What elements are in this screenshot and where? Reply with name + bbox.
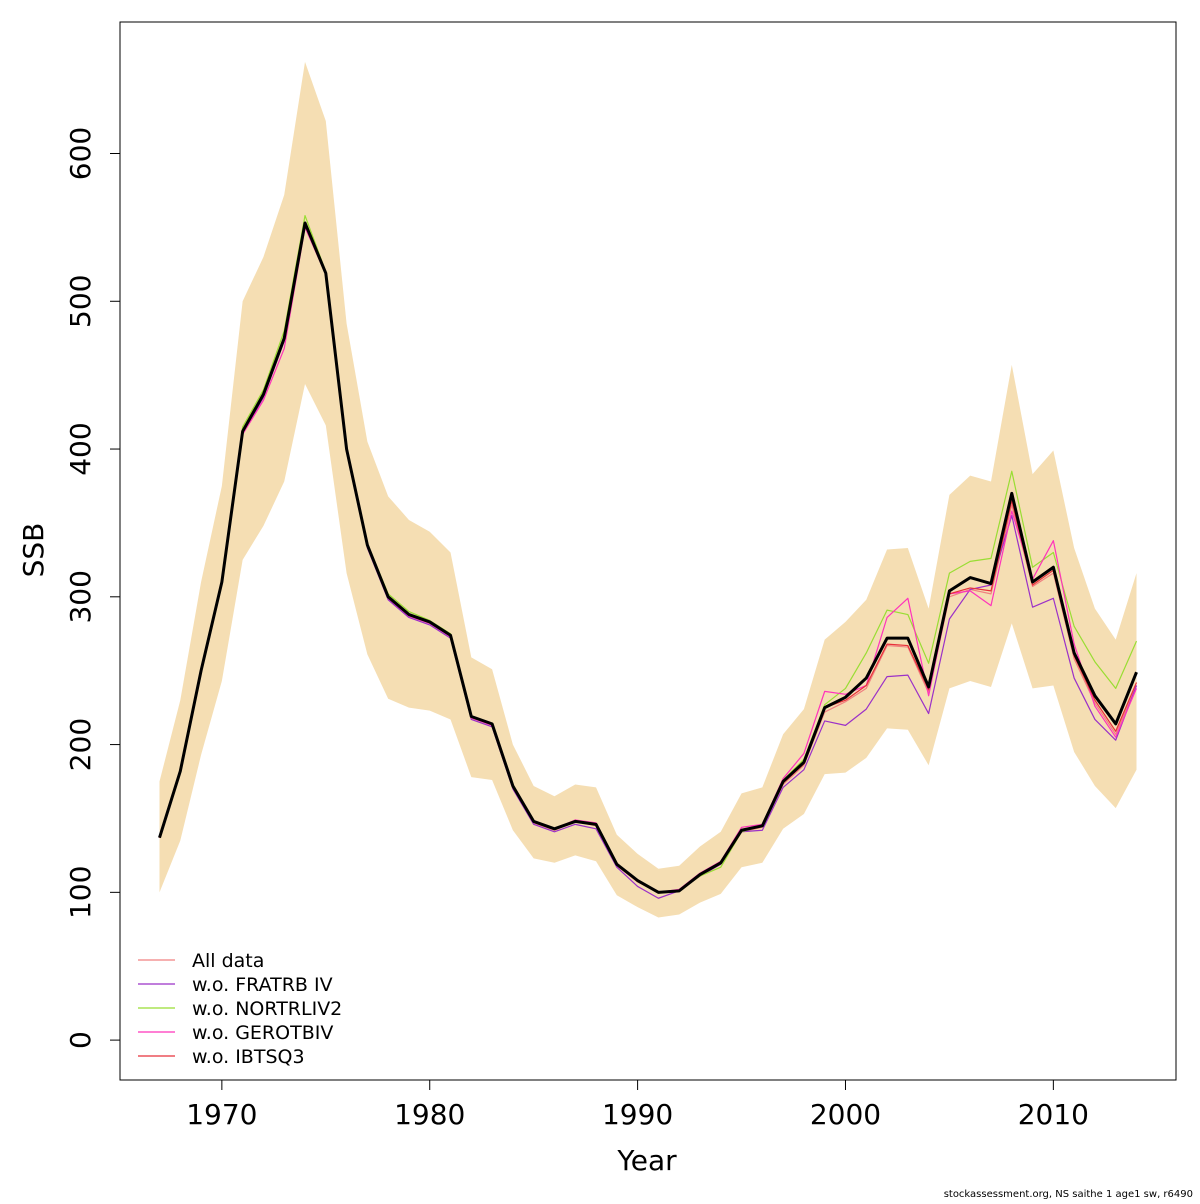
y-tick-label: 500: [64, 275, 97, 328]
x-tick-label: 1980: [394, 1098, 465, 1131]
legend-label: w.o. NORTRLIV2: [192, 998, 342, 1020]
x-tick-label: 2000: [810, 1098, 881, 1131]
x-axis-label: Year: [616, 1144, 677, 1177]
x-tick-label: 2010: [1018, 1098, 1089, 1131]
y-tick-label: 100: [64, 866, 97, 919]
legend-label: w.o. IBTSQ3: [192, 1046, 305, 1068]
y-tick-label: 0: [64, 1031, 97, 1049]
plot-frame: [119, 21, 1177, 1081]
legend-label: w.o. FRATRB IV: [192, 974, 333, 996]
y-tick-label: 300: [64, 570, 97, 623]
legend-label: w.o. GEROTBIV: [192, 1022, 333, 1044]
legend-label: All data: [192, 950, 264, 972]
y-tick-label: 200: [64, 718, 97, 771]
y-axis-label: SSB: [17, 523, 50, 578]
y-tick-label: 400: [64, 422, 97, 475]
confidence-band: [159, 61, 1137, 918]
footnote: stockassessment.org, NS saithe 1 age1 sw…: [944, 1189, 1193, 1200]
y-tick-label: 600: [64, 127, 97, 180]
x-tick-label: 1990: [602, 1098, 673, 1131]
estimate-line: [158, 221, 1138, 894]
x-tick-label: 1970: [186, 1098, 257, 1131]
